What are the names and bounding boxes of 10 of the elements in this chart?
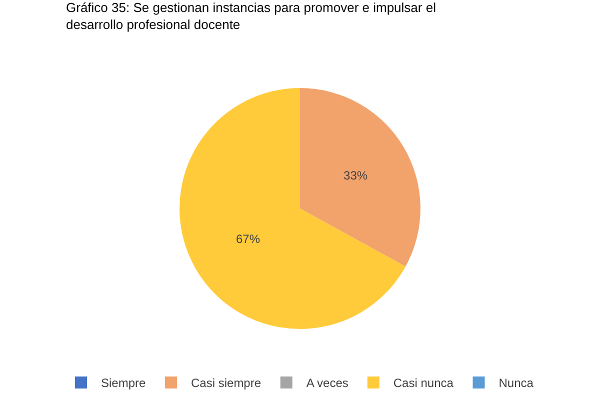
- legend-label: Casi siempre: [191, 376, 262, 390]
- pie-slice: [180, 88, 406, 329]
- legend-label: Nunca: [498, 376, 534, 390]
- legend-label: A veces: [306, 376, 348, 390]
- legend-label: Siempre: [101, 376, 146, 390]
- data-label: 67%: [236, 232, 260, 246]
- pie-slice: [300, 88, 420, 267]
- chart-title: Gráfico 35: Se gestionan instancias para promover e impulsar el desarrollo profesional docente: [66, 0, 436, 32]
- legend-label: Casi nunca: [393, 376, 454, 390]
- data-label: 33%: [344, 168, 368, 183]
